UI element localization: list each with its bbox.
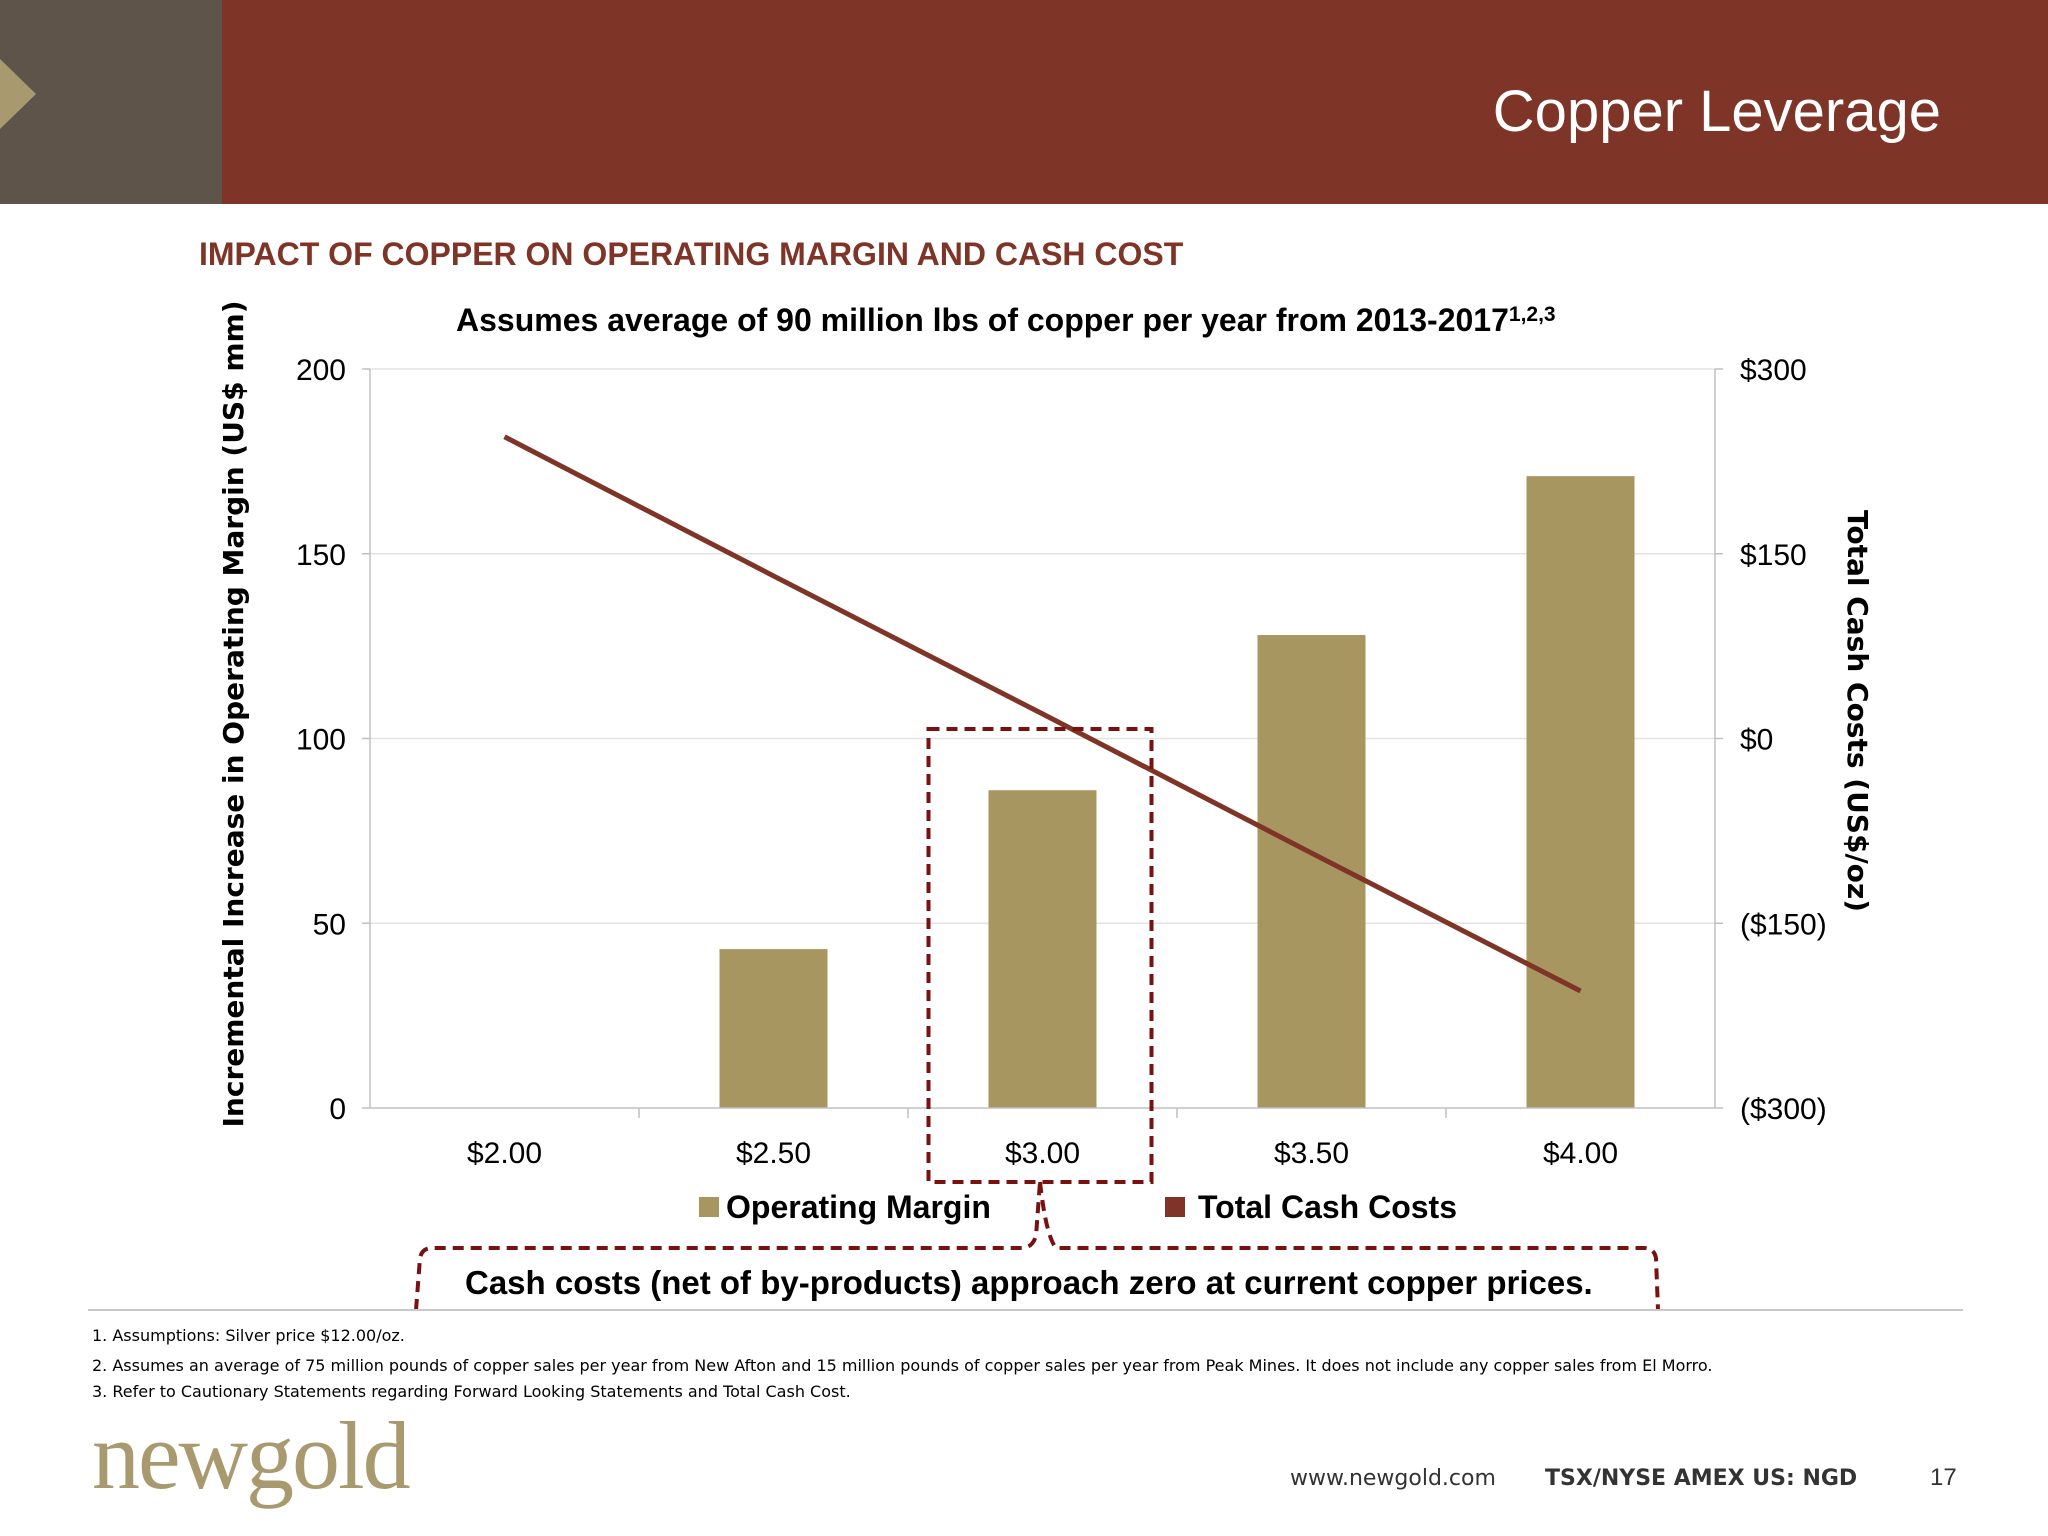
footnote-2: 2. Assumes an average of 75 million poun…	[92, 1356, 1713, 1375]
operating-margin-bars	[719, 476, 1635, 1108]
tick-labels: 0 50 100 150 200 ($300) ($150) $0 $150 $300 $2.00 $…	[296, 354, 1827, 1170]
right-axis-tick-label: $300	[1740, 354, 1807, 387]
callout-bracket	[414, 1181, 1660, 1311]
footer-divider	[88, 1309, 1963, 1311]
callout-overlay	[414, 727, 1660, 1311]
section-heading: IMPACT OF COPPER ON OPERATING MARGIN AND…	[199, 236, 1184, 272]
x-axis-tick-label: $4.00	[1543, 1137, 1618, 1170]
footnote-1: 1. Assumptions: Silver price $12.00/oz.	[92, 1326, 405, 1345]
right-axis-tick-label: ($300)	[1740, 1093, 1827, 1126]
chart-axes	[362, 368, 1723, 1118]
legend-label-total-cash-costs: Total Cash Costs	[1198, 1189, 1457, 1225]
footer-ticker: TSX/NYSE AMEX US: NGD	[1545, 1466, 1858, 1491]
header-arrow-icon	[0, 59, 36, 129]
slide-title: Copper Leverage	[1492, 79, 1941, 144]
newgold-logo: newgold	[92, 1402, 411, 1509]
legend-swatch-operating-margin	[699, 1197, 719, 1217]
footer-url[interactable]: www.newgold.com	[1290, 1466, 1496, 1491]
left-axis-tick-label: 0	[329, 1093, 346, 1126]
page-number: 17	[1930, 1464, 1957, 1491]
highlight-box	[926, 727, 1154, 1184]
left-axis-tick-label: 150	[296, 539, 346, 572]
legend-swatch-total-cash-costs	[1165, 1197, 1185, 1217]
right-axis-tick-label: $0	[1740, 724, 1773, 757]
bar-operating-margin	[1526, 476, 1635, 1108]
left-axis-title: Incremental Increase in Operating Margin…	[217, 300, 250, 1127]
header-bar	[0, 0, 2048, 204]
callout-text: Cash costs (net of by-products) approach…	[465, 1264, 1593, 1301]
left-axis-tick-label: 100	[296, 724, 346, 757]
x-axis-tick-label: $2.50	[736, 1137, 811, 1170]
x-axis-tick-label: $3.50	[1274, 1137, 1349, 1170]
total-cash-costs-line-layer	[503, 434, 1582, 994]
bar-operating-margin	[719, 949, 828, 1108]
right-axis-tick-label: ($150)	[1740, 908, 1827, 941]
left-axis-tick-label: 200	[296, 354, 346, 387]
bar-operating-margin	[988, 790, 1097, 1108]
right-axis-tick-label: $150	[1740, 539, 1807, 572]
left-axis-tick-label: 50	[313, 908, 346, 941]
header-block	[0, 0, 222, 204]
x-axis-tick-label: $3.00	[1005, 1137, 1080, 1170]
footnote-3: 3. Refer to Cautionary Statements regard…	[92, 1382, 851, 1401]
chart-subtitle: Assumes average of 90 million lbs of cop…	[456, 302, 1556, 338]
legend-label-operating-margin: Operating Margin	[726, 1189, 991, 1225]
x-axis-tick-label: $2.00	[467, 1137, 542, 1170]
line-total-cash-costs	[503, 434, 1582, 994]
right-axis-title: Total Cash Costs (US$/oz)	[1841, 510, 1874, 912]
